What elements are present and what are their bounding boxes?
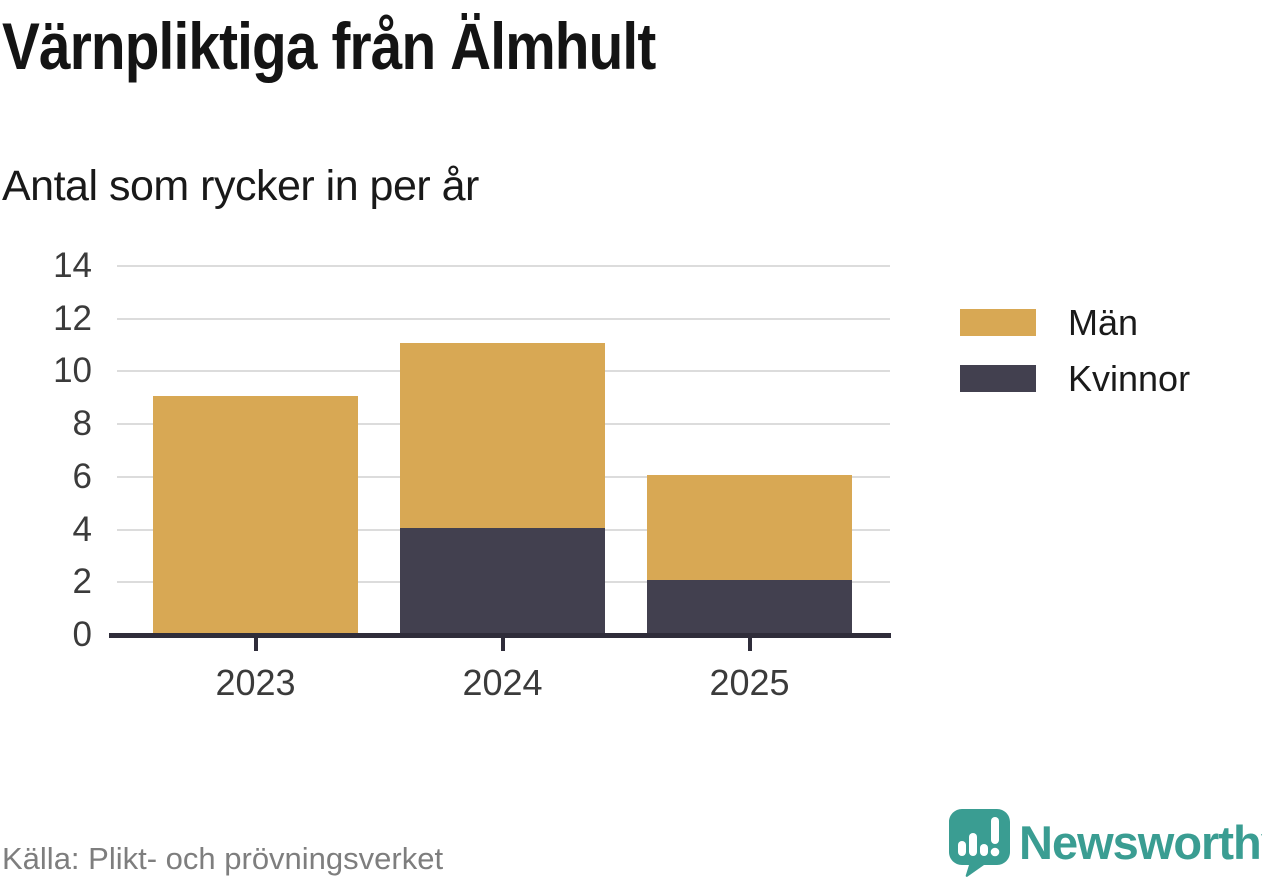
y-tick-label-2: 2 xyxy=(72,562,92,602)
x-tick-label-2023: 2023 xyxy=(215,662,296,703)
y-tick-label-8: 8 xyxy=(72,404,92,444)
bar-segment-män-2025 xyxy=(647,474,852,581)
legend-row-män: Män xyxy=(960,302,1190,343)
legend-swatch-kvinnor xyxy=(960,365,1036,392)
x-tick-label-2024: 2024 xyxy=(462,662,543,703)
legend-row-kvinnor: Kvinnor xyxy=(960,358,1191,399)
y-tick-label-14: 14 xyxy=(53,246,92,285)
bar-segment-män-2024 xyxy=(400,343,605,528)
source-note: Källa: Plikt- och prövningsverket xyxy=(2,841,444,876)
x-axis-line xyxy=(109,633,891,638)
y-tick-label-12: 12 xyxy=(53,298,92,338)
y-tick-label-10: 10 xyxy=(53,351,92,391)
bar-segment-kvinnor-2024 xyxy=(400,527,605,633)
brand-name: Newsworthy xyxy=(1019,816,1262,869)
chart-subtitle: Antal som rycker in per år xyxy=(2,162,479,210)
y-tick-label-0: 0 xyxy=(72,615,92,654)
chart-title: Värnpliktiga från Älmhult xyxy=(2,9,656,83)
x-tick-label-2025: 2025 xyxy=(709,662,790,703)
legend-swatch-män xyxy=(960,309,1036,336)
legend: Män Kvinnor xyxy=(960,302,1191,421)
brand-logo: Newsworthy xyxy=(948,808,1262,877)
bar-segment-kvinnor-2025 xyxy=(647,580,852,633)
legend-label-män: Män xyxy=(1068,302,1139,343)
bar-segment-män-2023 xyxy=(153,395,358,633)
y-tick-label-6: 6 xyxy=(72,456,92,496)
newsworthy-chart-bubble-icon xyxy=(949,809,1010,877)
legend-label-kvinnor: Kvinnor xyxy=(1068,358,1191,399)
gridline-y-14 xyxy=(117,265,890,267)
gridline-y-12 xyxy=(117,317,890,320)
x-tick-2024 xyxy=(500,638,505,651)
x-tick-2025 xyxy=(747,638,752,651)
x-tick-2023 xyxy=(253,638,258,651)
y-tick-label-4: 4 xyxy=(72,509,92,549)
